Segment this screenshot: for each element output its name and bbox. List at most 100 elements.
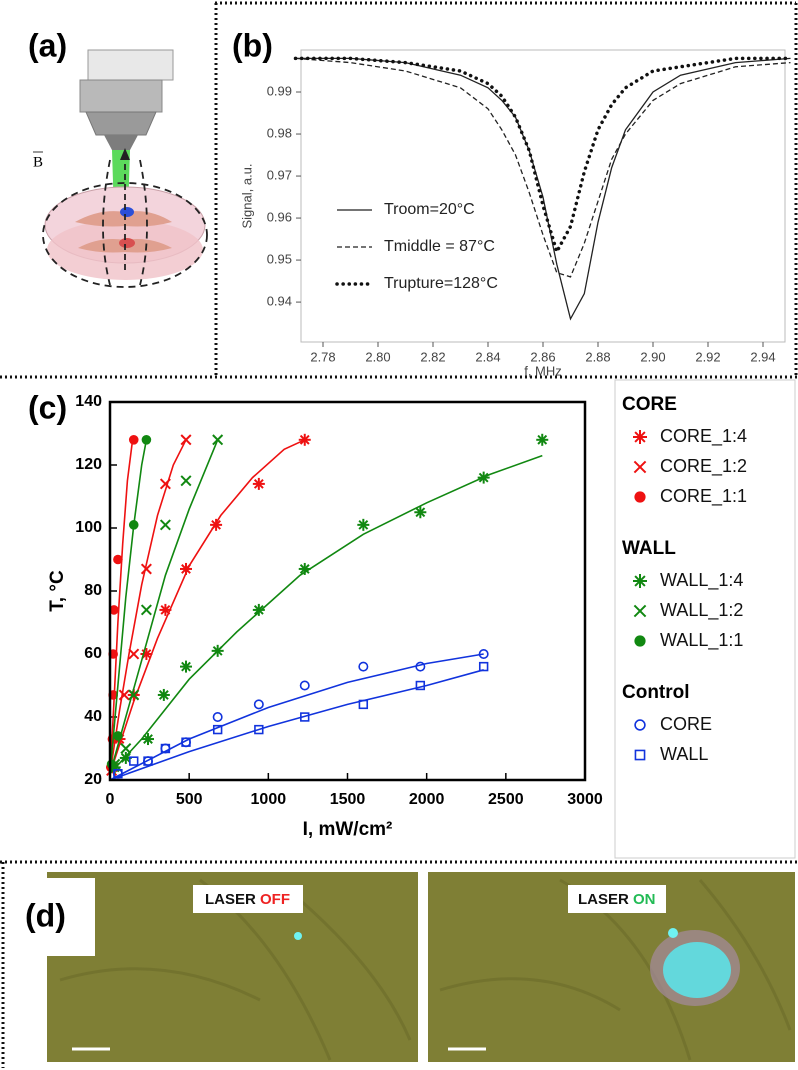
data-point bbox=[113, 731, 123, 741]
data-point bbox=[300, 712, 310, 722]
y-tick-label: 100 bbox=[75, 519, 102, 536]
data-point bbox=[180, 562, 192, 575]
legend-title: Control bbox=[622, 682, 690, 703]
data-point bbox=[212, 434, 224, 446]
marker-square bbox=[212, 724, 223, 735]
data-point bbox=[252, 477, 265, 490]
data-point bbox=[180, 434, 192, 446]
panel-label: (b) bbox=[232, 27, 273, 63]
series-line bbox=[295, 57, 791, 278]
marker-square bbox=[415, 680, 426, 691]
data-point bbox=[477, 471, 490, 484]
legend-marker bbox=[634, 635, 646, 647]
plot-frame bbox=[108, 400, 587, 782]
marker-square bbox=[113, 768, 123, 779]
data-point bbox=[358, 661, 369, 672]
marker-square bbox=[143, 756, 153, 766]
marker-square bbox=[358, 699, 369, 710]
y-tick-label: 20 bbox=[84, 771, 102, 788]
marker-stroke bbox=[140, 604, 152, 616]
data-point bbox=[113, 554, 123, 565]
marker-square bbox=[300, 712, 310, 722]
data-point bbox=[414, 506, 427, 519]
legend-label: WALL_1:4 bbox=[660, 570, 743, 591]
marker-stroke bbox=[358, 519, 369, 530]
marker-stroke bbox=[120, 742, 132, 755]
marker-stroke bbox=[212, 645, 223, 656]
data-point bbox=[113, 768, 123, 779]
legend-marker bbox=[634, 491, 646, 503]
marker-stroke bbox=[537, 434, 548, 445]
marker-stroke bbox=[181, 564, 191, 574]
fit-curve bbox=[109, 439, 148, 774]
marker-stroke bbox=[118, 689, 130, 701]
data-point bbox=[128, 689, 140, 701]
y-tick-label: 80 bbox=[84, 582, 102, 599]
data-point bbox=[298, 433, 311, 446]
data-point bbox=[120, 742, 132, 755]
marker-square bbox=[478, 661, 489, 672]
marker-stroke bbox=[128, 648, 140, 660]
x-tick-label: 2.84 bbox=[475, 349, 500, 364]
data-point bbox=[415, 661, 426, 672]
marker-stroke bbox=[299, 434, 310, 445]
data-point bbox=[299, 680, 310, 691]
x-tick-label: 2.86 bbox=[530, 349, 555, 364]
marker-stroke bbox=[633, 604, 647, 618]
data-point bbox=[536, 433, 549, 446]
legend-label: CORE_1:4 bbox=[660, 426, 747, 447]
x-tick-label: 2.80 bbox=[365, 349, 390, 364]
legend-label: CORE bbox=[660, 714, 712, 734]
laser-state: OFF bbox=[260, 891, 290, 908]
y-tick-label: 0.97 bbox=[267, 167, 292, 182]
data-point bbox=[141, 435, 152, 445]
marker-stroke bbox=[478, 472, 489, 483]
data-point bbox=[129, 756, 139, 766]
data-point bbox=[159, 478, 171, 490]
marker-ring bbox=[415, 661, 426, 672]
laser-state: ON bbox=[633, 891, 656, 908]
marker-stroke bbox=[212, 434, 224, 446]
legend-marker bbox=[633, 604, 647, 618]
marker-stroke bbox=[158, 690, 169, 700]
marker-stroke bbox=[180, 475, 192, 487]
x-tick-label: 2.90 bbox=[640, 349, 665, 364]
marker-ring bbox=[253, 699, 264, 710]
marker-stroke bbox=[141, 649, 152, 659]
panel-label: (c) bbox=[28, 389, 67, 425]
marker-dot bbox=[634, 635, 646, 647]
x-axis-label: I, mW/cm² bbox=[303, 819, 393, 840]
marker-square bbox=[254, 724, 264, 735]
data-point bbox=[478, 648, 489, 659]
marker-stroke bbox=[415, 507, 426, 518]
x-tick-label: 2.94 bbox=[750, 349, 775, 364]
series-line bbox=[295, 57, 791, 321]
series-line bbox=[293, 56, 793, 257]
marker-square bbox=[160, 743, 171, 754]
legend-label: WALL bbox=[660, 744, 708, 764]
legend-marker bbox=[634, 749, 646, 761]
marker-ring bbox=[212, 711, 223, 722]
y-axis-label: Signal, a.u. bbox=[239, 163, 254, 228]
marker-ring bbox=[358, 661, 369, 672]
data-point bbox=[415, 680, 426, 691]
legend-marker bbox=[633, 460, 647, 474]
data-point bbox=[128, 435, 139, 445]
data-point bbox=[106, 759, 117, 770]
marker-stroke bbox=[633, 460, 647, 474]
marker-stroke bbox=[253, 604, 264, 615]
legend-label: WALL_1:2 bbox=[660, 600, 743, 621]
data-point bbox=[109, 605, 119, 615]
legend-label: Tmiddle = 87°C bbox=[384, 238, 495, 255]
marker-dot bbox=[109, 605, 119, 615]
x-tick-label: 500 bbox=[176, 791, 203, 808]
marker-stroke bbox=[128, 689, 140, 701]
data-point bbox=[211, 644, 224, 657]
data-point bbox=[143, 756, 153, 766]
fit-curve bbox=[109, 439, 187, 774]
data-point bbox=[212, 724, 223, 735]
marker-stroke bbox=[159, 519, 171, 531]
marker-square bbox=[634, 749, 646, 761]
fit-curve bbox=[109, 653, 484, 781]
